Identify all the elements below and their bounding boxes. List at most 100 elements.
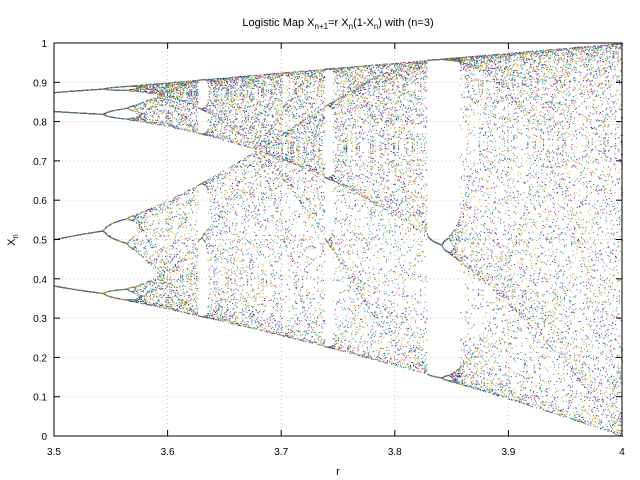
data-point — [96, 292, 98, 294]
data-point — [101, 88, 103, 90]
data-point — [153, 97, 155, 99]
data-point — [155, 302, 157, 304]
data-point — [129, 290, 131, 292]
data-point — [113, 222, 115, 224]
data-point — [129, 89, 131, 91]
data-point — [128, 119, 130, 121]
data-point — [101, 88, 103, 90]
data-point — [161, 124, 163, 126]
data-point — [137, 251, 139, 253]
data-point — [124, 108, 126, 110]
data-point — [105, 115, 107, 117]
data-point — [81, 90, 83, 92]
data-point — [165, 116, 167, 118]
data-point — [117, 117, 119, 119]
data-point — [152, 294, 154, 296]
data-point — [158, 97, 160, 99]
data-point — [91, 113, 93, 115]
data-point — [129, 216, 131, 218]
data-point — [161, 279, 163, 281]
data-point — [161, 97, 163, 99]
data-point — [164, 239, 166, 241]
data-point — [66, 111, 68, 113]
data-point — [163, 202, 165, 204]
data-point — [137, 250, 139, 252]
data-point — [111, 296, 113, 298]
data-point — [165, 250, 167, 252]
data-point — [164, 92, 166, 94]
data-point — [84, 233, 86, 235]
data-point — [144, 103, 146, 105]
data-point — [140, 241, 142, 243]
data-point — [77, 112, 79, 114]
data-point — [107, 115, 109, 117]
data-point — [144, 116, 146, 118]
data-point — [88, 113, 90, 115]
data-point — [117, 109, 119, 111]
data-point — [164, 125, 166, 127]
data-point — [154, 286, 156, 288]
data-point — [116, 89, 118, 91]
data-point — [74, 235, 76, 237]
data-point — [141, 107, 143, 109]
data-point — [102, 230, 104, 232]
data-point — [127, 119, 129, 120]
data-point — [150, 121, 152, 123]
data-point — [96, 231, 98, 233]
data-point — [56, 111, 58, 113]
data-point — [113, 289, 115, 291]
data-point — [157, 297, 159, 299]
data-point — [119, 117, 121, 119]
data-point — [163, 123, 165, 125]
data-point — [144, 226, 146, 228]
data-point — [112, 110, 114, 112]
data-point — [139, 216, 141, 218]
data-point — [146, 236, 148, 238]
data-point — [65, 111, 67, 113]
data-point — [98, 231, 100, 233]
data-point — [64, 236, 66, 238]
data-point — [149, 89, 151, 90]
data-point — [90, 291, 92, 293]
data-point — [162, 248, 164, 250]
data-point — [156, 259, 158, 261]
data-point — [129, 119, 131, 121]
data-point — [156, 91, 158, 93]
data-point — [108, 296, 110, 298]
data-point — [158, 256, 160, 258]
data-point — [105, 226, 107, 228]
data-point — [104, 88, 106, 90]
data-point — [155, 238, 157, 240]
data-point — [149, 244, 151, 246]
data-point — [149, 224, 151, 226]
data-point — [98, 88, 100, 90]
data-point — [76, 234, 78, 236]
data-point — [165, 284, 167, 286]
data-point — [129, 287, 131, 289]
data-point — [57, 91, 59, 93]
data-point — [142, 121, 144, 123]
data-point — [118, 220, 120, 222]
data-point — [149, 87, 151, 89]
data-point — [154, 243, 156, 245]
data-point — [135, 293, 137, 295]
data-point — [127, 89, 129, 91]
data-point — [142, 118, 144, 120]
data-point — [165, 307, 167, 309]
data-point — [129, 239, 131, 241]
data-point — [154, 110, 156, 112]
data-point — [97, 231, 99, 233]
data-point — [78, 289, 80, 291]
data-point — [62, 91, 64, 93]
data-point — [58, 111, 60, 113]
data-point — [139, 115, 141, 117]
data-point — [76, 234, 78, 236]
data-point — [85, 233, 87, 235]
data-point — [59, 111, 61, 113]
data-point — [86, 233, 88, 234]
data-point — [142, 257, 144, 259]
data-point — [62, 91, 64, 93]
data-point — [150, 264, 152, 266]
data-point — [158, 284, 160, 286]
data-point — [122, 108, 124, 110]
